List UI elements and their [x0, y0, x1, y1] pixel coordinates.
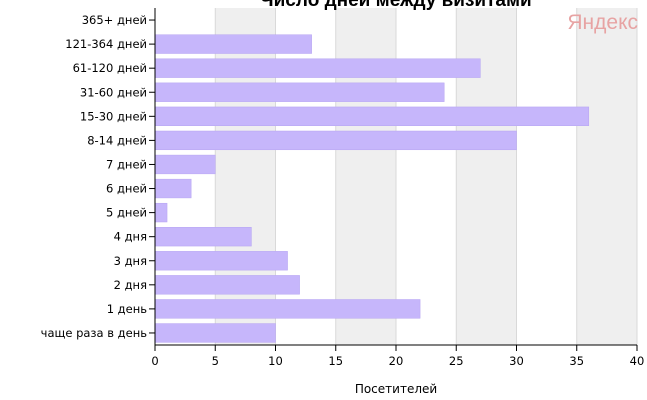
grid-band — [576, 8, 637, 345]
bar — [154, 58, 481, 78]
y-tick-label: 5 дней — [106, 206, 147, 220]
y-axis-labels: 365+ дней 121-364 дней 61-120 дней 31-60 дн… — [41, 13, 155, 340]
y-tick-label: 2 дня — [114, 278, 147, 292]
bar — [154, 202, 168, 223]
chart-title: Число дней между визитами — [260, 0, 531, 11]
bar — [154, 323, 276, 343]
y-tick-label: 15-30 дней — [80, 109, 147, 123]
bar — [154, 130, 517, 151]
y-tick-label: 1 день — [107, 302, 148, 316]
bar — [154, 227, 252, 247]
y-tick-label: 3 дня — [114, 254, 147, 268]
bars — [154, 34, 590, 343]
y-tick-label: 31-60 дней — [80, 85, 147, 99]
x-tick-label: 0 — [151, 354, 158, 368]
x-tick-label: 35 — [569, 354, 584, 368]
y-tick-label: 7 дней — [106, 157, 147, 171]
x-tick-label: 5 — [212, 354, 219, 368]
x-tick-label: 15 — [328, 354, 343, 368]
bar — [154, 34, 312, 54]
y-tick-label: 365+ дней — [82, 13, 147, 27]
brand-watermark: Яндекс — [567, 11, 638, 34]
bar — [154, 106, 590, 126]
x-axis-ticks: 0 5 10 15 20 25 30 35 40 — [151, 345, 644, 368]
bar — [154, 82, 445, 102]
bar — [154, 154, 216, 175]
bar — [154, 251, 288, 271]
bar — [154, 178, 192, 199]
x-tick-label: 25 — [449, 354, 464, 368]
x-tick-label: 40 — [630, 354, 645, 368]
y-tick-label: 61-120 дней — [73, 61, 147, 75]
bar — [154, 275, 300, 295]
y-tick-label: 6 дней — [106, 182, 147, 196]
x-tick-label: 20 — [389, 354, 404, 368]
x-axis-label: Посетителей — [355, 382, 437, 396]
y-tick-label: 8-14 дней — [87, 133, 147, 147]
x-tick-label: 10 — [268, 354, 283, 368]
y-tick-label: 121-364 дней — [65, 37, 147, 51]
x-tick-label: 30 — [509, 354, 524, 368]
bar — [154, 299, 421, 319]
y-tick-label: чаще раза в день — [41, 326, 148, 340]
y-tick-label: 4 дня — [114, 230, 147, 244]
